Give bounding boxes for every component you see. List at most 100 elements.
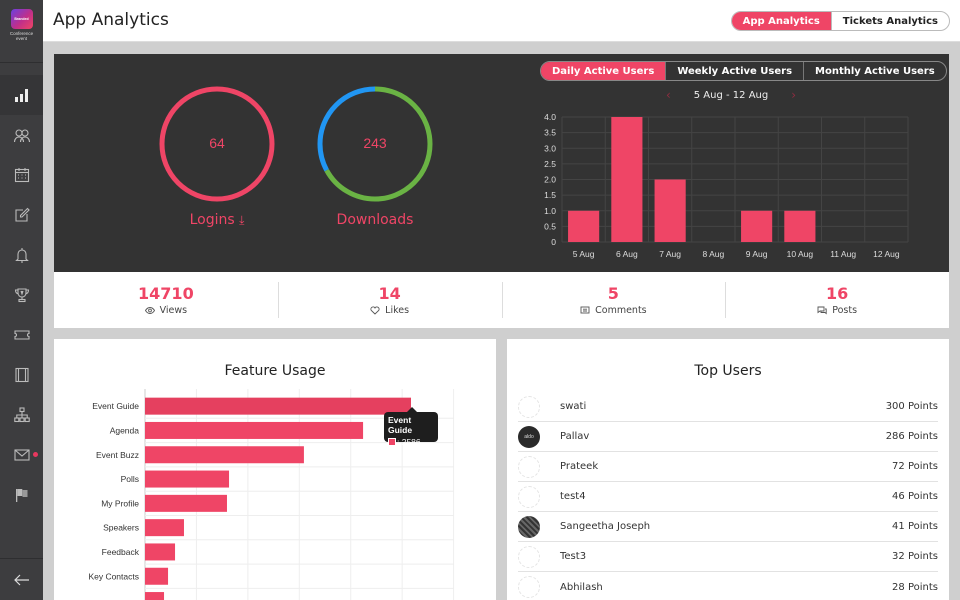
logins-ring: 64 [159,86,275,202]
sidebar-item-flags[interactable] [0,475,43,515]
feature-usage-panel: Feature Usage Event Guide Agenda Event Buz… [54,339,496,600]
bar[interactable] [145,421,364,439]
tab-weekly-active-users[interactable]: Weekly Active Users [665,62,803,80]
collapse-sidebar-button[interactable] [0,558,43,600]
downloads-value: 243 [363,135,387,151]
flag-icon [15,489,27,502]
bar[interactable] [145,519,184,537]
event-logo: Branded [10,9,33,29]
list-item[interactable]: Test3 32 Points [518,542,938,572]
active-users-period-switch: Daily Active Users Weekly Active Users M… [540,61,947,81]
engagement-stats: 14710 Views 14 Likes 5 Comments 16 Posts [54,272,949,328]
list-item[interactable]: Abhilash 28 Points [518,572,938,600]
bar[interactable] [145,567,169,585]
stat-likes: 14 Likes [277,272,502,328]
user-name: Test3 [560,551,587,562]
posts-icon [817,306,827,315]
downloads-ring-segment-a [317,86,433,202]
sidebar-item-tickets[interactable] [0,315,43,355]
daily-active-users-chart: 0 0.5 1.0 1.5 2.0 2.5 3.0 3.5 4.0 5 Aug 6 Aug 7 Aug… [544,112,909,259]
trophy-icon [14,288,29,303]
user-points: 41 Points [892,521,938,532]
avatar [518,515,540,538]
user-points: 300 Points [885,401,938,412]
views-label: Views [159,305,188,316]
users-icon [13,129,30,143]
list-item[interactable]: Sangeetha Joseph 41 Points [518,512,938,542]
tab-daily-active-users[interactable]: Daily Active Users [541,62,666,80]
user-name: Abhilash [560,581,603,593]
y-tick-label: 0 [551,237,556,247]
edit-icon [14,207,30,222]
bar[interactable] [145,397,411,415]
bar[interactable] [145,592,165,600]
bar[interactable] [145,494,227,512]
y-tick-label: 3.0 [544,143,556,153]
bar[interactable] [741,210,773,242]
sidebar-item-hierarchy[interactable] [0,395,43,435]
bar-chart-icon [14,89,28,102]
sidebar-item-leaderboard[interactable] [0,275,43,315]
posts-label: Posts [832,305,858,316]
sidebar-item-edit[interactable] [0,195,43,235]
tooltip-value: : 2586 [397,437,421,447]
likes-value: 14 [378,284,401,303]
user-name: swati [560,401,587,412]
bar[interactable] [654,179,686,243]
bell-icon [14,248,29,263]
sidebar-item-media[interactable] [0,355,43,395]
bar[interactable] [568,210,600,242]
x-tick-label: 7 Aug [659,249,681,259]
avatar [518,576,540,598]
x-tick-label: 10 Aug [787,249,814,259]
comment-icon [580,306,590,314]
y-tick-label: 0.5 [544,221,556,231]
bar[interactable] [145,543,176,561]
tab-app-analytics[interactable]: App Analytics [731,12,831,30]
avatar: aldo [518,425,540,448]
logins-label[interactable]: Logins ⤓ [157,212,277,228]
avatar-text: aldo [524,433,534,440]
likes-label: Likes [385,305,410,316]
prev-range-button[interactable]: ‹ [666,88,671,102]
bar[interactable] [145,470,230,488]
heart-icon [370,306,380,315]
sidebar-item-messages[interactable] [0,435,43,475]
tooltip-swatch [388,438,396,446]
avatar [518,455,540,478]
list-item[interactable]: Prateek 72 Points [518,452,938,482]
event-logo-area[interactable]: Branded Conference event [0,0,43,63]
logo-text: Branded [14,17,29,21]
list-item[interactable]: aldo Pallav 286 Points [518,422,938,452]
next-range-button[interactable]: › [791,88,796,102]
x-tick-label: 8 Aug [703,249,725,259]
user-points: 286 Points [885,431,938,442]
x-tick-label: 9 Aug [746,249,768,259]
tab-tickets-analytics[interactable]: Tickets Analytics [830,12,949,30]
arrow-left-icon [13,574,29,585]
page-title: App Analytics [53,10,169,30]
avatar [518,545,540,568]
y-tick-label: Event Guide [92,401,139,411]
bar[interactable] [784,210,816,242]
tooltip-title: Event Guide [388,415,413,435]
sidebar-item-users[interactable] [0,115,43,155]
date-range-nav: ‹ 5 Aug - 12 Aug › [666,88,796,102]
y-tick-label: 1.0 [544,206,556,216]
x-tick-label: 11 Aug [830,249,856,259]
analytics-type-switch: App Analytics Tickets Analytics [730,11,950,31]
y-tick-label: 4.0 [544,112,556,122]
sidebar-item-notifications[interactable] [0,235,43,275]
list-item[interactable]: swati 300 Points [518,392,938,422]
bar[interactable] [145,446,304,464]
tab-monthly-active-users[interactable]: Monthly Active Users [803,62,946,80]
list-item[interactable]: test4 46 Points [518,482,938,512]
sidebar-item-analytics[interactable] [0,75,43,115]
user-name: Pallav [560,431,590,442]
y-tick-label: Speakers [103,523,139,533]
posts-value: 16 [825,284,849,303]
downloads-widget: 243 Downloads [315,84,435,228]
avatar [518,395,540,418]
bar[interactable] [611,117,643,242]
sidebar-item-agenda[interactable] [0,155,43,195]
